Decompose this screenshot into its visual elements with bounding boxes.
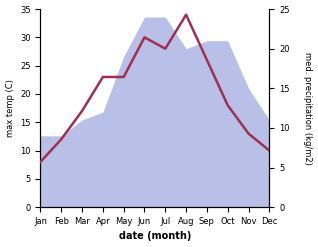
X-axis label: date (month): date (month) [119, 231, 191, 242]
Y-axis label: max temp (C): max temp (C) [5, 79, 15, 137]
Y-axis label: med. precipitation (kg/m2): med. precipitation (kg/m2) [303, 52, 313, 165]
